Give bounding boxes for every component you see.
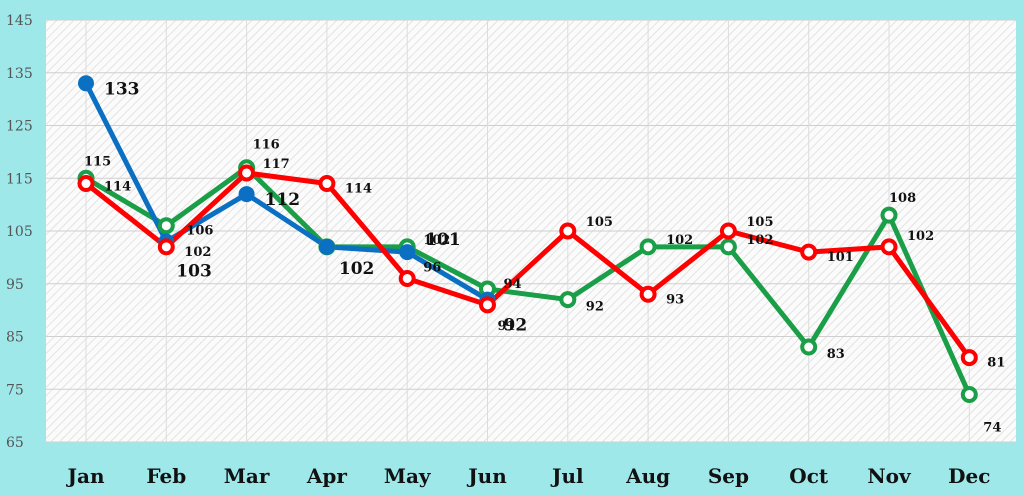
data-point <box>960 386 978 404</box>
data-label: 101 <box>425 230 461 250</box>
series-line-2 <box>84 170 972 360</box>
y-tick-label: 115 <box>6 171 33 187</box>
y-tick-label: 135 <box>6 66 33 82</box>
data-point <box>880 206 898 224</box>
x-tick-label: May <box>384 464 432 488</box>
data-label: 105 <box>586 215 613 230</box>
data-label: 81 <box>987 356 1005 371</box>
data-label: 92 <box>504 316 528 336</box>
data-point <box>639 285 657 303</box>
data-label: 117 <box>263 157 290 172</box>
data-label: 105 <box>746 215 773 230</box>
data-point <box>157 217 175 235</box>
data-label: 114 <box>104 180 131 195</box>
data-point <box>639 238 657 256</box>
data-point <box>238 186 255 203</box>
data-point <box>960 349 978 367</box>
data-label: 102 <box>746 233 773 248</box>
data-label: 102 <box>339 259 375 279</box>
series-line-1 <box>83 82 489 302</box>
data-point <box>479 296 496 314</box>
data-label: 102 <box>184 245 211 260</box>
data-label: 106 <box>186 224 213 239</box>
data-label: 116 <box>253 138 280 153</box>
data-point <box>318 238 335 255</box>
x-tick-label: Sep <box>708 464 749 488</box>
data-point <box>559 222 577 240</box>
data-point <box>880 238 898 256</box>
data-label: 102 <box>907 229 934 244</box>
data-label: 133 <box>104 79 140 99</box>
x-tick-label: Mar <box>224 464 270 488</box>
data-point <box>559 291 577 309</box>
y-tick-label: 125 <box>6 119 33 135</box>
x-tick-label: Apr <box>306 464 348 488</box>
data-point <box>78 75 94 92</box>
data-label: 83 <box>827 347 845 362</box>
data-label: 101 <box>827 250 854 265</box>
data-point <box>719 222 737 240</box>
data-point <box>398 269 416 287</box>
data-label: 94 <box>504 277 522 292</box>
x-tick-label: Nov <box>867 464 912 488</box>
data-label: 102 <box>423 233 450 248</box>
data-label: 108 <box>889 191 916 206</box>
data-label: 115 <box>84 154 111 169</box>
y-tick-label: 65 <box>6 435 24 451</box>
data-label: 92 <box>586 300 604 315</box>
data-point <box>77 175 95 193</box>
data-point <box>800 243 818 261</box>
y-tick-label: 145 <box>6 13 33 29</box>
x-tick-label: Jun <box>466 464 507 488</box>
data-label: 93 <box>666 292 684 307</box>
data-label: 96 <box>423 260 441 275</box>
x-tick-label: Dec <box>948 464 990 488</box>
data-label: 114 <box>345 182 372 197</box>
series-line-0 <box>84 165 972 396</box>
x-tick-label: Jul <box>550 464 584 488</box>
x-tick-label: Jan <box>66 464 105 488</box>
data-label: 102 <box>666 233 693 248</box>
data-label: 91 <box>498 319 516 334</box>
y-tick-label: 95 <box>6 277 24 293</box>
data-label: 112 <box>265 190 301 210</box>
data-point <box>238 164 256 182</box>
data-point <box>719 238 737 256</box>
data-point <box>157 238 175 256</box>
data-point <box>800 338 818 356</box>
x-tick-label: Oct <box>789 464 829 488</box>
data-point <box>318 175 336 193</box>
data-point <box>399 244 416 261</box>
y-tick-label: 85 <box>6 330 24 346</box>
data-label: 103 <box>176 262 212 282</box>
y-tick-label: 75 <box>6 382 24 398</box>
y-tick-label: 105 <box>6 224 33 240</box>
x-tick-label: Aug <box>625 464 670 488</box>
x-tick-label: Feb <box>146 464 186 488</box>
data-label: 74 <box>983 421 1001 436</box>
